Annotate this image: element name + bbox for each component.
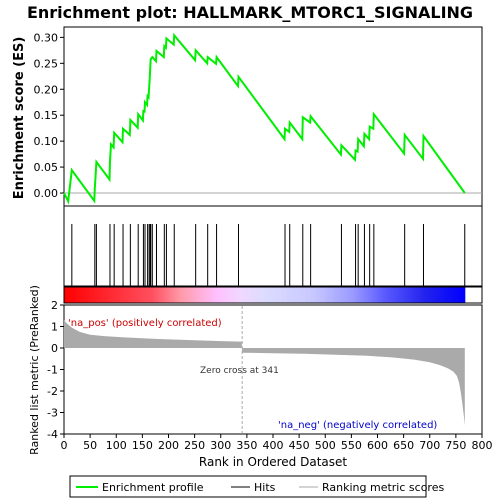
rank-color-ribbon xyxy=(64,287,466,303)
es-y-tick-label: 0.10 xyxy=(34,135,59,148)
metric-area xyxy=(64,320,465,426)
es-y-tick-label: 0.20 xyxy=(34,83,59,96)
legend: Enrichment profile Hits Ranking metric s… xyxy=(69,475,444,498)
es-y-tick-label: 0.05 xyxy=(34,161,59,174)
x-tick-label: 300 xyxy=(210,439,231,452)
x-tick-label: 250 xyxy=(184,439,205,452)
x-tick-label: 750 xyxy=(445,439,466,452)
pos-correlated-label: 'na_pos' (positively correlated) xyxy=(68,318,222,329)
x-tick-label: 600 xyxy=(367,439,388,452)
es-y-tick-label: 0.15 xyxy=(34,109,59,122)
x-tick-label: 550 xyxy=(341,439,362,452)
metric-y-tick-label: -3 xyxy=(47,407,58,420)
es-y-axis: 0.00 0.05 0.10 0.15 0.20 0.25 0.30 xyxy=(34,31,64,200)
legend-entry-hits: Hits xyxy=(254,481,276,494)
x-axis-label: Rank in Ordered Dataset xyxy=(199,455,347,469)
metric-y-tick-label: -4 xyxy=(47,428,58,441)
x-tick-label: 650 xyxy=(393,439,414,452)
x-tick-label: 50 xyxy=(83,439,97,452)
x-tick-label: 100 xyxy=(106,439,127,452)
legend-entry-es: Enrichment profile xyxy=(102,481,204,494)
legend-entry-metric: Ranking metric scores xyxy=(322,481,444,494)
x-tick-label: 200 xyxy=(158,439,179,452)
metric-y-tick-label: 0 xyxy=(51,342,58,355)
x-tick-label: 350 xyxy=(236,439,257,452)
hit-markers xyxy=(63,224,466,286)
x-tick-label: 150 xyxy=(132,439,153,452)
x-tick-label: 450 xyxy=(289,439,310,452)
metric-y-axis-label: Ranked list metric (PreRanked) xyxy=(28,285,41,455)
metric-y-tick-label: 1 xyxy=(51,321,58,334)
es-y-tick-label: 0.30 xyxy=(34,31,59,44)
zero-cross-label: Zero cross at 341 xyxy=(200,366,279,376)
x-tick-label: 400 xyxy=(263,439,284,452)
metric-y-tick-label: -2 xyxy=(47,385,58,398)
es-y-tick-label: 0.25 xyxy=(34,57,59,70)
es-y-axis-label: Enrichment score (ES) xyxy=(12,37,27,200)
metric-y-tick-label: 2 xyxy=(51,299,58,312)
metric-y-tick-label: -1 xyxy=(47,364,58,377)
metric-y-axis: 2 1 0 -1 -2 -3 -4 xyxy=(47,299,64,441)
x-tick-label: 800 xyxy=(472,439,493,452)
hits-panel-frame xyxy=(63,205,483,287)
metric-panel-frame xyxy=(63,304,483,435)
es-panel-frame xyxy=(63,26,483,207)
x-tick-label: 0 xyxy=(61,439,68,452)
neg-correlated-label: 'na_neg' (negatively correlated) xyxy=(278,420,437,431)
chart-title: Enrichment plot: HALLMARK_MTORC1_SIGNALI… xyxy=(27,3,473,22)
es-y-tick-label: 0.00 xyxy=(34,187,59,200)
x-axis: 0 50 100 150 200 250 300 350 400 450 500 550 600 650 7… xyxy=(61,434,493,452)
es-profile-line xyxy=(63,32,466,205)
x-tick-label: 500 xyxy=(315,439,336,452)
x-tick-label: 700 xyxy=(419,439,440,452)
